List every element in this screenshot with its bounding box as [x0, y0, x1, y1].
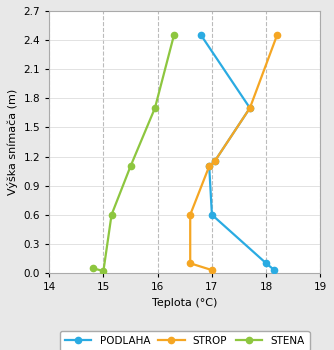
STROP [248, 106, 252, 110]
STROP [188, 261, 192, 265]
STROP [207, 164, 211, 168]
X-axis label: Teplota (°C): Teplota (°C) [152, 298, 217, 308]
STENA [172, 33, 176, 37]
PODLAHA [264, 261, 268, 265]
PODLAHA [207, 164, 211, 168]
STENA [110, 213, 114, 217]
Line: STROP: STROP [187, 32, 280, 273]
Line: PODLAHA: PODLAHA [198, 32, 278, 273]
STENA [102, 269, 106, 273]
PODLAHA [248, 106, 252, 110]
Line: STENA: STENA [90, 32, 177, 274]
PODLAHA [272, 268, 276, 272]
Y-axis label: Výška snímača (m): Výška snímača (m) [7, 89, 18, 195]
STROP [275, 33, 279, 37]
PODLAHA [199, 33, 203, 37]
STROP [210, 268, 214, 272]
STROP [188, 213, 192, 217]
PODLAHA [210, 213, 214, 217]
Legend: PODLAHA, STROP, STENA: PODLAHA, STROP, STENA [60, 331, 310, 350]
STROP [213, 159, 217, 163]
STENA [129, 164, 133, 168]
STENA [153, 106, 157, 110]
STENA [91, 266, 95, 270]
PODLAHA [213, 159, 217, 163]
